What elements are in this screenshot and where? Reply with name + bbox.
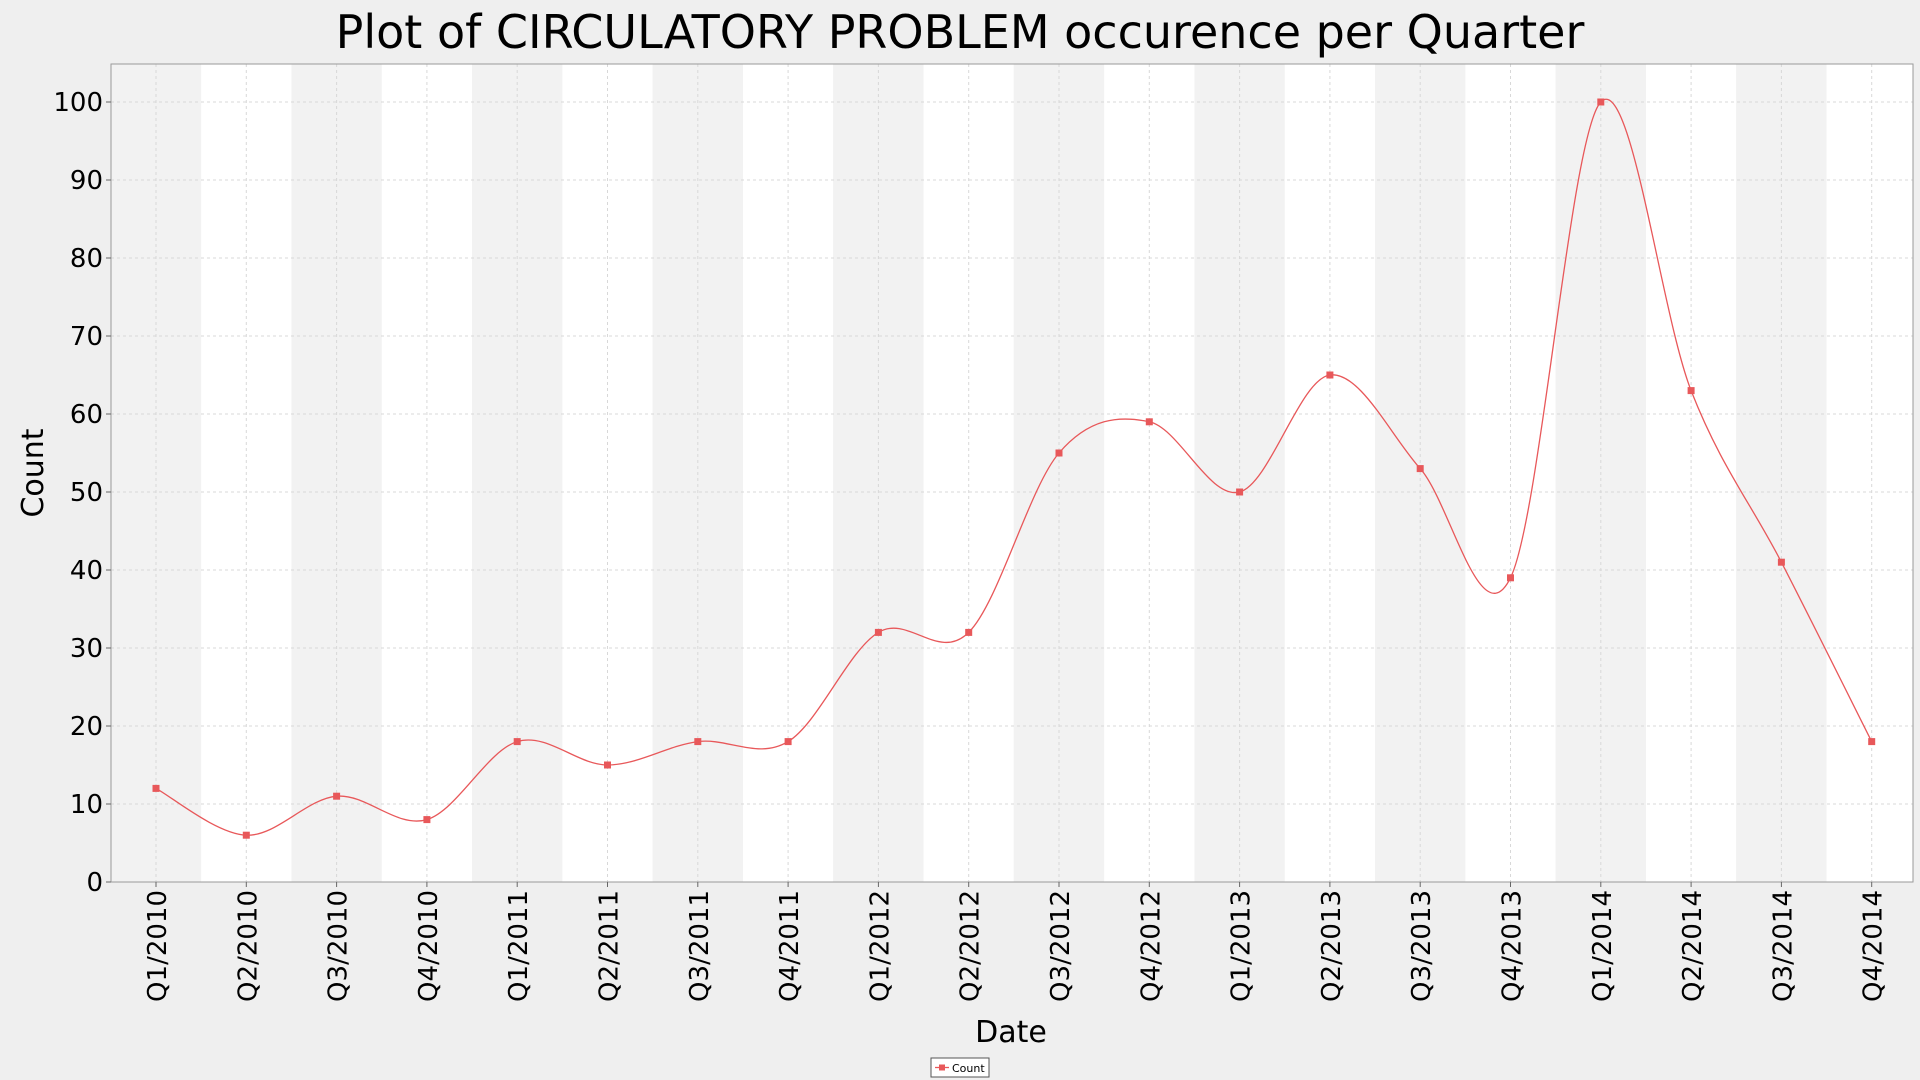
x-tick-label: Q3/2011	[685, 890, 715, 1002]
x-tick-label: Q4/2014	[1859, 890, 1889, 1002]
y-tick-label: 80	[70, 244, 103, 274]
data-point	[1236, 488, 1244, 496]
y-tick-label: 60	[70, 400, 103, 430]
data-point	[1507, 574, 1514, 582]
legend-marker	[939, 1064, 945, 1071]
x-tick-label: Q4/2013	[1498, 890, 1528, 1002]
data-point	[965, 628, 973, 636]
data-point	[333, 792, 341, 800]
y-tick-label: 100	[53, 88, 103, 118]
x-tick-label: Q4/2010	[414, 890, 444, 1002]
x-tick-label: Q2/2014	[1678, 890, 1708, 1002]
plot-bands	[111, 64, 1913, 882]
legend-label: Count	[952, 1062, 985, 1075]
y-tick-label: 0	[86, 868, 103, 898]
x-tick-label: Q1/2012	[865, 890, 895, 1002]
data-point	[1416, 465, 1424, 473]
legend: Count	[930, 1057, 990, 1078]
data-point	[874, 628, 882, 636]
data-point	[1687, 387, 1695, 395]
data-point	[1777, 558, 1785, 566]
y-tick-label: 50	[70, 478, 103, 508]
y-tick-label: 90	[70, 166, 103, 196]
x-tick-label: Q2/2013	[1317, 890, 1347, 1002]
x-tick-label: Q2/2010	[233, 890, 263, 1002]
x-tick-label: Q2/2011	[595, 890, 625, 1002]
y-tick-label: 40	[70, 556, 103, 586]
x-tick-label: Q3/2012	[1046, 890, 1076, 1002]
x-tick-label: Q3/2010	[324, 890, 354, 1002]
data-point	[1597, 98, 1605, 106]
data-point	[784, 738, 792, 746]
data-point	[242, 831, 250, 839]
y-axis-label: Count	[16, 428, 51, 517]
quarter-band	[1826, 64, 1913, 882]
data-point	[1326, 371, 1334, 379]
x-axis-label: Date	[975, 1015, 1047, 1050]
x-tick-label: Q3/2014	[1768, 890, 1798, 1002]
legend-box	[930, 1057, 990, 1078]
chart-title: Plot of CIRCULATORY PROBLEM occurence pe…	[336, 5, 1585, 59]
y-tick-label: 30	[70, 634, 103, 664]
x-axis: Q1/2010 Q2/2010 Q3/2010 Q4/2010 Q1/2011 Q2/20…	[143, 882, 1889, 1002]
series-line-count	[155, 98, 1873, 836]
x-tick-label: Q4/2011	[775, 890, 805, 1002]
x-tick-label: Q1/2010	[143, 890, 173, 1002]
data-point	[423, 816, 431, 824]
y-tick-label: 70	[70, 322, 103, 352]
data-point	[513, 738, 521, 746]
data-point	[1145, 418, 1153, 426]
y-tick-label: 10	[70, 790, 103, 820]
data-point	[1055, 449, 1063, 457]
x-tick-label: Q3/2013	[1407, 890, 1437, 1002]
x-tick-label: Q1/2011	[504, 890, 534, 1002]
y-axis: 0 10 20 30 40 50 60 70 80 90 100	[53, 88, 111, 898]
x-tick-label: Q2/2012	[956, 890, 986, 1002]
data-point	[604, 761, 611, 769]
x-tick-label: Q1/2013	[1227, 890, 1257, 1002]
x-tick-label: Q1/2014	[1588, 890, 1618, 1002]
data-point	[152, 784, 160, 792]
data-point	[1868, 738, 1876, 746]
plot-frame	[110, 63, 1914, 883]
y-tick-label: 20	[70, 712, 103, 742]
series-points	[152, 98, 1876, 839]
data-point	[694, 738, 702, 746]
x-tick-label: Q4/2012	[1136, 890, 1166, 1002]
